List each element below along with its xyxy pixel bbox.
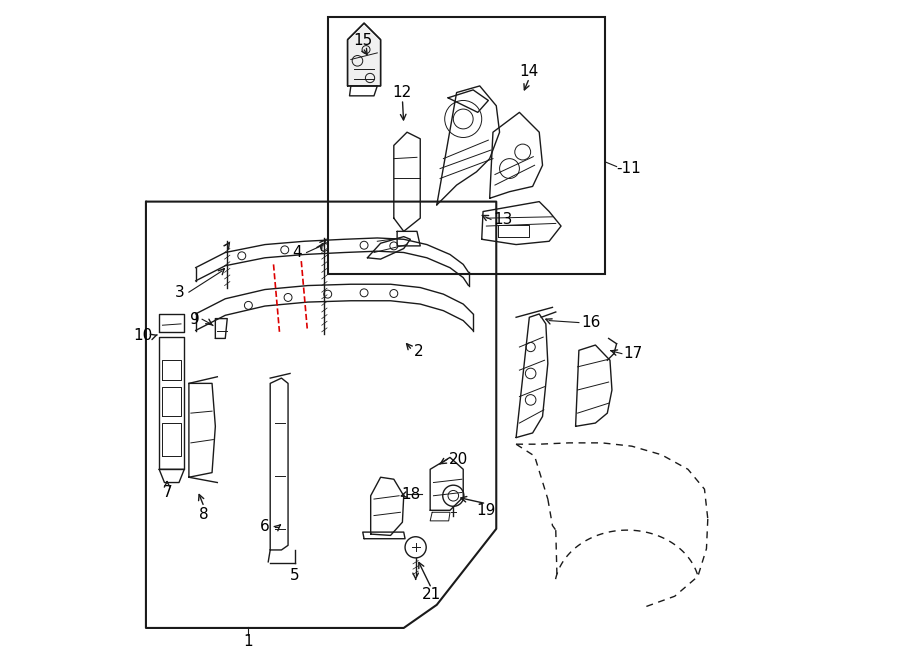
Text: 1: 1 <box>244 634 253 648</box>
Text: 5: 5 <box>290 568 300 582</box>
Polygon shape <box>347 23 381 86</box>
Text: 21: 21 <box>422 588 441 602</box>
Bar <box>328 17 606 274</box>
Text: 7: 7 <box>162 485 172 500</box>
Text: 19: 19 <box>477 503 496 518</box>
Text: 12: 12 <box>392 85 412 100</box>
Text: 14: 14 <box>519 64 539 79</box>
Text: 6: 6 <box>260 520 270 534</box>
Text: 4: 4 <box>292 245 302 260</box>
Text: 8: 8 <box>199 507 209 522</box>
Text: 2: 2 <box>414 344 423 359</box>
Text: 15: 15 <box>353 34 373 48</box>
Text: 17: 17 <box>623 346 643 361</box>
Text: -11: -11 <box>616 161 642 176</box>
Text: 16: 16 <box>580 315 600 330</box>
Text: 18: 18 <box>401 487 420 502</box>
Text: 3: 3 <box>175 285 184 299</box>
Text: 10: 10 <box>133 329 153 343</box>
Text: 20: 20 <box>449 452 468 467</box>
Text: 13: 13 <box>493 212 512 227</box>
Text: 9: 9 <box>191 312 200 327</box>
